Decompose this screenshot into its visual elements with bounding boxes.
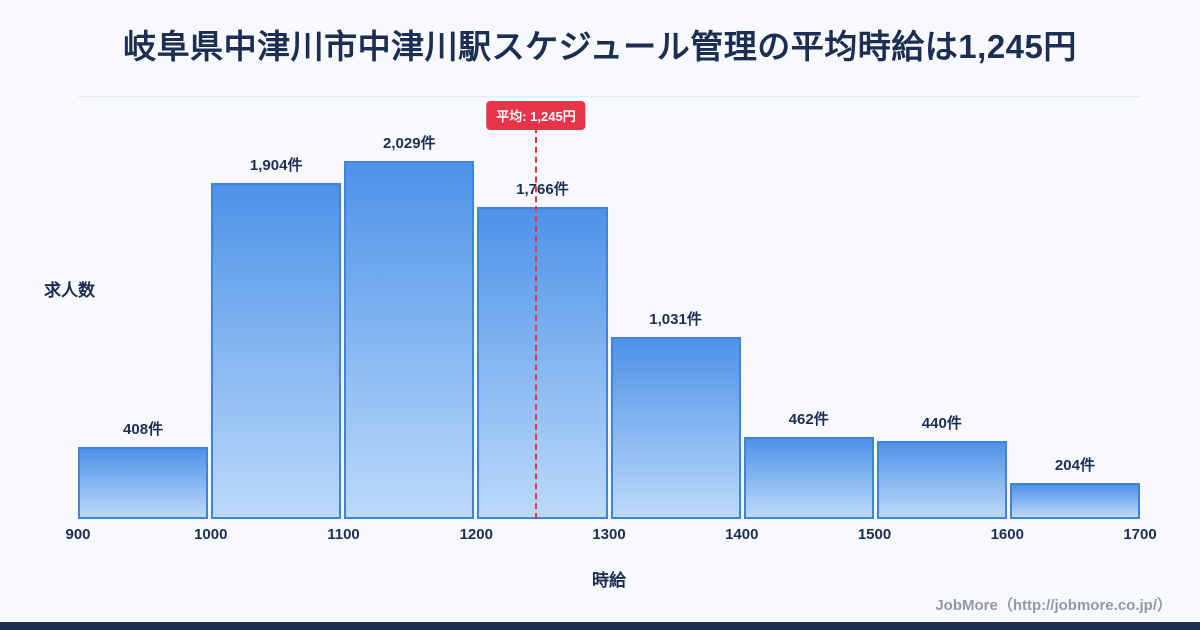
- x-axis-label: 時給: [592, 571, 626, 590]
- histogram-bin: 408件: [78, 97, 209, 519]
- page-title: 岐阜県中津川市中津川駅スケジュール管理の平均時給は1,245円: [123, 28, 1077, 65]
- x-tick-label: 1000: [194, 526, 228, 543]
- x-tick-label: 1400: [725, 526, 759, 543]
- average-badge: 平均: 1,245円: [486, 101, 586, 130]
- histogram-bar: [743, 437, 874, 519]
- bar-value-label: 2,029件: [383, 135, 436, 152]
- bar-value-label: 1,766件: [516, 181, 569, 198]
- histogram-bin: 440件: [876, 97, 1007, 519]
- histogram-bar: [78, 447, 209, 519]
- histogram-bin: 1,031件: [610, 97, 741, 519]
- histogram-plot-area: 408件 1,904件 2,029件 1,766件 1,031件 462件 440件 204件…: [65, 96, 1157, 543]
- y-axis-label: 求人数: [44, 281, 95, 300]
- bar-value-label: 408件: [123, 421, 164, 438]
- average-line: [534, 127, 537, 519]
- bar-value-label: 440件: [921, 415, 962, 432]
- x-tick-label: 1200: [459, 526, 493, 543]
- histogram-bin: 2,029件: [344, 97, 475, 519]
- x-tick-label: 1100: [327, 526, 360, 543]
- x-tick-label: 1700: [1123, 526, 1157, 543]
- x-axis-ticks: 900 1000 1100 1200 1300 1400 1500 1600 1700: [65, 519, 1156, 549]
- footer-credit: JobMore（http://jobmore.co.jp/）: [935, 597, 1172, 614]
- bar-value-label: 204件: [1054, 457, 1095, 474]
- bottom-accent-bar: [0, 622, 1200, 630]
- histogram-bar: [344, 161, 475, 519]
- histogram-bar: [477, 207, 608, 519]
- histogram-bar: [876, 441, 1007, 519]
- bar-value-label: 462件: [788, 411, 829, 428]
- bars-container: 408件 1,904件 2,029件 1,766件 1,031件 462件 440件 204件: [78, 97, 1140, 519]
- x-tick-label: 900: [65, 526, 91, 543]
- bar-value-label: 1,904件: [249, 157, 303, 174]
- histogram-bin: 462件: [743, 97, 874, 519]
- histogram-bin: 1,904件: [211, 97, 342, 519]
- x-tick-label: 1600: [990, 526, 1024, 543]
- bar-value-label: 1,031件: [649, 311, 702, 328]
- histogram-bar: [1009, 483, 1140, 519]
- histogram-bin: 204件: [1009, 97, 1140, 519]
- x-tick-label: 1300: [592, 526, 626, 543]
- histogram-bar: [211, 183, 342, 519]
- histogram-bar: [610, 337, 741, 519]
- x-tick-label: 1500: [857, 526, 892, 543]
- histogram-bin: 1,766件: [477, 97, 608, 519]
